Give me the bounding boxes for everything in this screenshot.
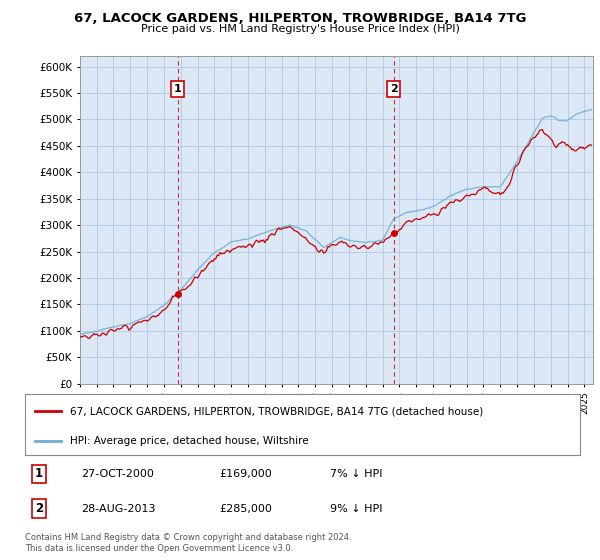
Text: 7% ↓ HPI: 7% ↓ HPI xyxy=(331,469,383,479)
Text: 67, LACOCK GARDENS, HILPERTON, TROWBRIDGE, BA14 7TG: 67, LACOCK GARDENS, HILPERTON, TROWBRIDG… xyxy=(74,12,526,25)
Text: Price paid vs. HM Land Registry's House Price Index (HPI): Price paid vs. HM Land Registry's House … xyxy=(140,24,460,34)
Text: HPI: Average price, detached house, Wiltshire: HPI: Average price, detached house, Wilt… xyxy=(70,436,308,446)
Text: Contains HM Land Registry data © Crown copyright and database right 2024.
This d: Contains HM Land Registry data © Crown c… xyxy=(25,533,352,553)
Text: 1: 1 xyxy=(174,84,182,94)
Text: 9% ↓ HPI: 9% ↓ HPI xyxy=(331,504,383,514)
Text: 2: 2 xyxy=(390,84,398,94)
Text: 28-AUG-2013: 28-AUG-2013 xyxy=(80,504,155,514)
Text: 2: 2 xyxy=(35,502,43,515)
Text: £285,000: £285,000 xyxy=(220,504,272,514)
Text: 27-OCT-2000: 27-OCT-2000 xyxy=(80,469,154,479)
Text: 67, LACOCK GARDENS, HILPERTON, TROWBRIDGE, BA14 7TG (detached house): 67, LACOCK GARDENS, HILPERTON, TROWBRIDG… xyxy=(70,406,483,416)
Text: 1: 1 xyxy=(35,468,43,480)
Text: £169,000: £169,000 xyxy=(220,469,272,479)
